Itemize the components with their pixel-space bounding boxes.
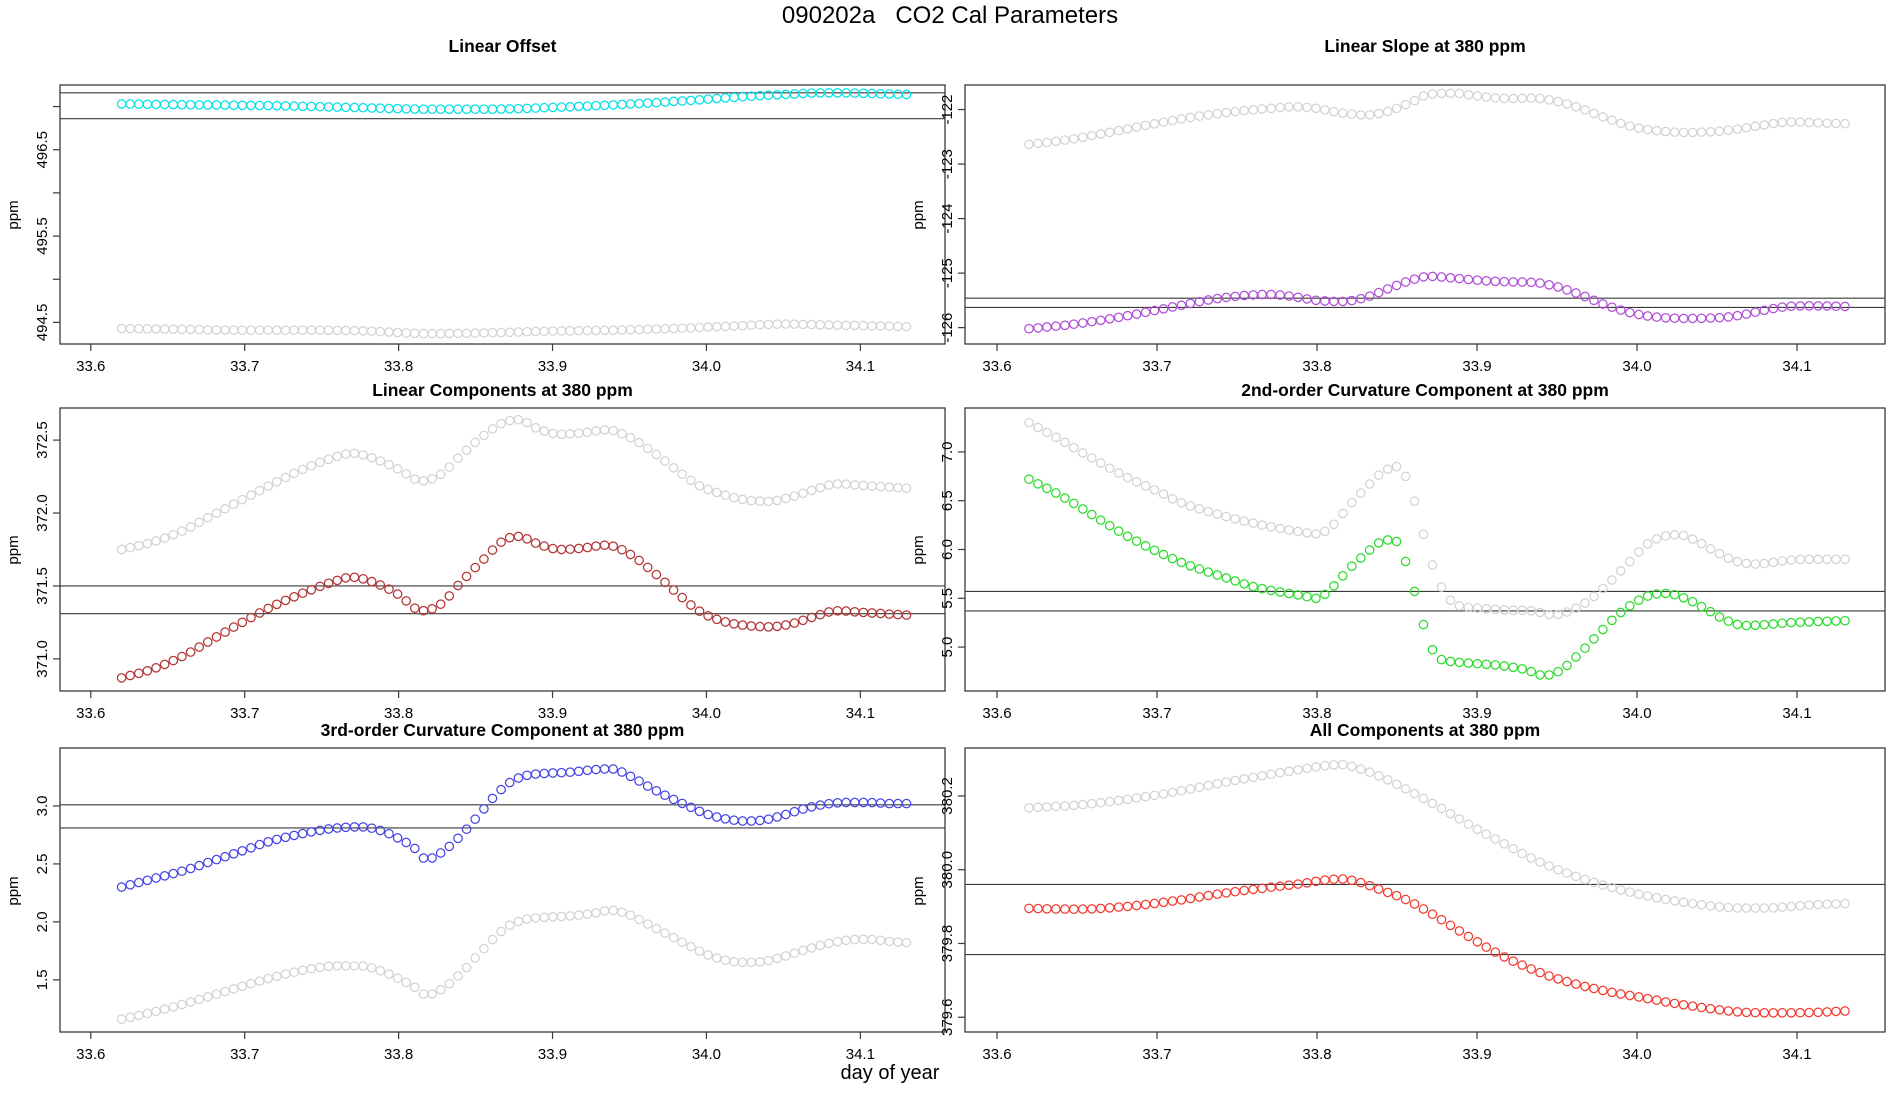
svg-text:33.6: 33.6 — [982, 705, 1011, 722]
svg-text:34.1: 34.1 — [1782, 358, 1811, 375]
svg-text:-124: -124 — [939, 204, 956, 234]
panel-title-2nd-order-curvature: 2nd-order Curvature Component at 380 ppm — [1241, 380, 1609, 400]
svg-text:33.9: 33.9 — [538, 1046, 567, 1063]
svg-text:33.9: 33.9 — [1462, 1046, 1491, 1063]
panel-title-linear-components: Linear Components at 380 ppm — [372, 380, 633, 400]
svg-text:34.0: 34.0 — [1622, 1046, 1651, 1063]
y-axis-label-ppm-5: ppm — [910, 876, 927, 906]
y-axis-label-ppm-1: ppm — [910, 200, 927, 230]
svg-text:379.6: 379.6 — [939, 998, 956, 1036]
svg-text:6.0: 6.0 — [939, 539, 956, 560]
svg-text:34.1: 34.1 — [846, 705, 875, 722]
svg-text:33.8: 33.8 — [384, 1046, 413, 1063]
svg-text:33.7: 33.7 — [1142, 705, 1171, 722]
svg-text:7.0: 7.0 — [939, 441, 956, 462]
svg-text:371.0: 371.0 — [34, 640, 51, 678]
panel-title-3rd-order-curvature: 3rd-order Curvature Component at 380 ppm — [320, 720, 685, 740]
svg-text:33.7: 33.7 — [230, 1046, 259, 1063]
svg-text:2.0: 2.0 — [34, 911, 51, 932]
svg-text:-125: -125 — [939, 258, 956, 288]
svg-text:33.8: 33.8 — [1302, 1046, 1331, 1063]
y-axis-label-ppm-4: ppm — [5, 876, 22, 906]
svg-text:33.7: 33.7 — [230, 705, 259, 722]
svg-text:3.0: 3.0 — [34, 796, 51, 817]
svg-text:372.0: 372.0 — [34, 494, 51, 532]
svg-text:380.0: 380.0 — [939, 851, 956, 889]
panel-title-linear-slope: Linear Slope at 380 ppm — [1324, 36, 1526, 56]
svg-text:2.5: 2.5 — [34, 853, 51, 874]
svg-text:371.5: 371.5 — [34, 567, 51, 605]
svg-text:33.7: 33.7 — [230, 358, 259, 375]
svg-text:495.5: 495.5 — [34, 217, 51, 255]
svg-text:33.9: 33.9 — [1462, 358, 1491, 375]
svg-text:6.5: 6.5 — [939, 490, 956, 511]
svg-text:-122: -122 — [939, 95, 956, 125]
svg-text:496.5: 496.5 — [34, 131, 51, 169]
panel-title-linear-offset: Linear Offset — [448, 36, 557, 56]
svg-text:494.5: 494.5 — [34, 304, 51, 342]
svg-text:33.6: 33.6 — [76, 1046, 105, 1063]
svg-text:33.8: 33.8 — [1302, 705, 1331, 722]
svg-text:5.0: 5.0 — [939, 637, 956, 658]
svg-text:5.5: 5.5 — [939, 588, 956, 609]
svg-text:33.7: 33.7 — [1142, 1046, 1171, 1063]
svg-text:34.1: 34.1 — [846, 1046, 875, 1063]
svg-text:33.6: 33.6 — [982, 358, 1011, 375]
svg-text:-126: -126 — [939, 313, 956, 343]
svg-text:33.8: 33.8 — [1302, 358, 1331, 375]
svg-text:33.8: 33.8 — [384, 358, 413, 375]
y-axis-label-ppm-0: ppm — [5, 200, 22, 230]
svg-text:380.2: 380.2 — [939, 777, 956, 815]
x-axis-label: day of year — [840, 1062, 940, 1084]
svg-text:34.1: 34.1 — [1782, 705, 1811, 722]
svg-text:33.6: 33.6 — [982, 1046, 1011, 1063]
svg-text:34.1: 34.1 — [846, 358, 875, 375]
svg-text:34.0: 34.0 — [1622, 705, 1651, 722]
svg-text:-123: -123 — [939, 149, 956, 179]
svg-text:33.9: 33.9 — [538, 358, 567, 375]
svg-text:34.0: 34.0 — [1622, 358, 1651, 375]
y-axis-label-ppm-3: ppm — [910, 535, 927, 565]
svg-text:34.1: 34.1 — [1782, 1046, 1811, 1063]
svg-text:33.6: 33.6 — [76, 358, 105, 375]
svg-text:33.6: 33.6 — [76, 705, 105, 722]
svg-text:33.7: 33.7 — [1142, 358, 1171, 375]
svg-text:33.9: 33.9 — [538, 705, 567, 722]
y-axis-label-ppm-2: ppm — [5, 535, 22, 565]
svg-text:34.0: 34.0 — [692, 358, 721, 375]
svg-text:1.5: 1.5 — [34, 969, 51, 990]
figure-title: 090202a CO2 Cal Parameters — [781, 2, 1119, 29]
panel-title-all-components: All Components at 380 ppm — [1309, 720, 1541, 740]
svg-text:34.0: 34.0 — [692, 1046, 721, 1063]
svg-text:33.9: 33.9 — [1462, 705, 1491, 722]
svg-text:379.8: 379.8 — [939, 925, 956, 963]
svg-text:33.8: 33.8 — [384, 705, 413, 722]
svg-text:34.0: 34.0 — [692, 705, 721, 722]
svg-text:372.5: 372.5 — [34, 421, 51, 459]
